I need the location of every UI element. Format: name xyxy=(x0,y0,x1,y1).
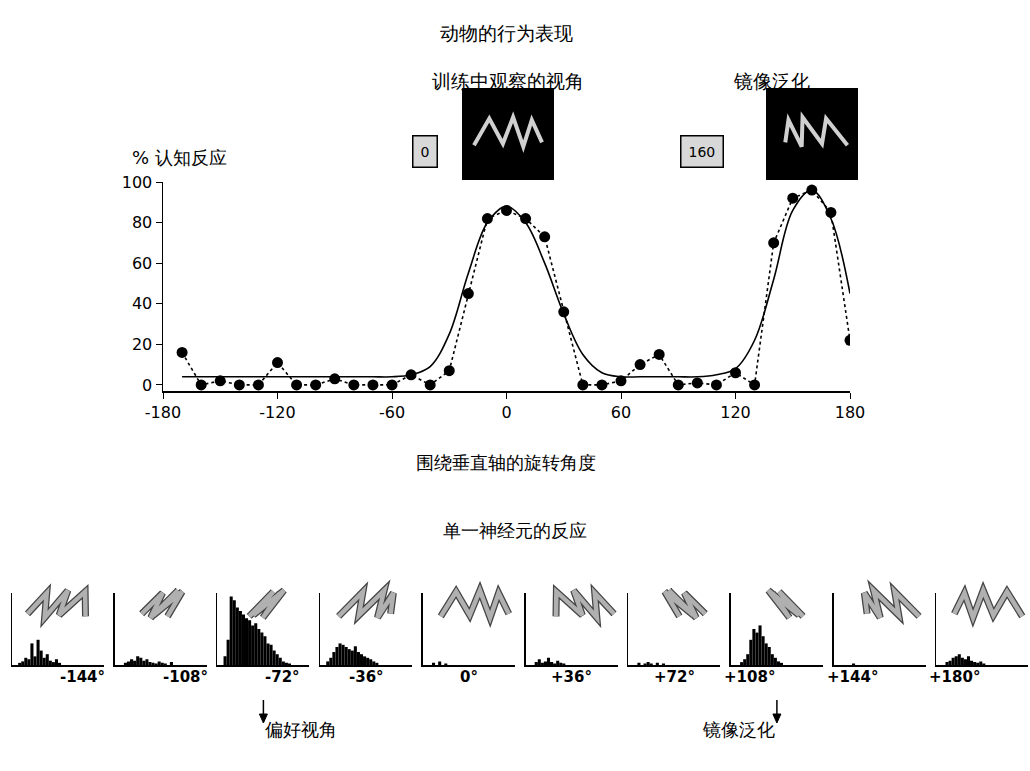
svg-text:-60: -60 xyxy=(379,403,405,422)
svg-text:% 认知反应: % 认知反应 xyxy=(132,147,227,168)
svg-text:+144°: +144° xyxy=(827,668,878,686)
svg-text:120: 120 xyxy=(720,403,751,422)
svg-text:-36°: -36° xyxy=(349,668,384,686)
svg-text:80: 80 xyxy=(132,213,152,232)
svg-text:0: 0 xyxy=(421,144,430,160)
svg-text:围绕垂直轴的旋转角度: 围绕垂直轴的旋转角度 xyxy=(416,452,596,473)
svg-text:-144°: -144° xyxy=(60,668,105,686)
svg-text:0: 0 xyxy=(142,376,152,395)
svg-text:60: 60 xyxy=(611,403,631,422)
svg-text:动物的行为表现: 动物的行为表现 xyxy=(440,22,573,44)
svg-text:+72°: +72° xyxy=(654,668,695,686)
svg-text:-180: -180 xyxy=(145,403,181,422)
svg-text:0: 0 xyxy=(501,403,511,422)
svg-text:20: 20 xyxy=(132,335,152,354)
svg-text:+180°: +180° xyxy=(929,668,980,686)
svg-text:镜像泛化: 镜像泛化 xyxy=(702,719,775,740)
svg-text:100: 100 xyxy=(122,173,153,192)
svg-text:180: 180 xyxy=(835,403,866,422)
svg-text:-72°: -72° xyxy=(265,668,300,686)
svg-text:+36°: +36° xyxy=(551,668,592,686)
svg-text:+108°: +108° xyxy=(724,668,775,686)
svg-text:-108°: -108° xyxy=(163,668,208,686)
svg-text:160: 160 xyxy=(689,144,716,160)
svg-text:训练中观察的视角: 训练中观察的视角 xyxy=(432,70,584,92)
svg-text:0°: 0° xyxy=(460,668,478,686)
svg-text:40: 40 xyxy=(132,294,152,313)
svg-text:偏好视角: 偏好视角 xyxy=(265,719,337,740)
svg-text:单一神经元的反应: 单一神经元的反应 xyxy=(443,520,587,541)
svg-text:-120: -120 xyxy=(259,403,295,422)
svg-text:镜像泛化: 镜像泛化 xyxy=(733,70,810,92)
svg-text:60: 60 xyxy=(132,254,152,273)
